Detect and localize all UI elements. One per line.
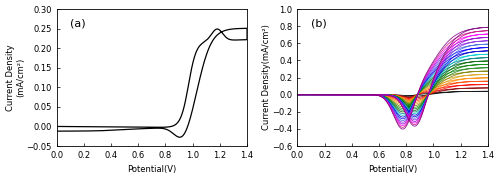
X-axis label: Potential(V): Potential(V): [127, 165, 176, 174]
X-axis label: Potential(V): Potential(V): [368, 165, 418, 174]
Text: (a): (a): [70, 19, 86, 29]
Y-axis label: Current Density
(mA/cm²): Current Density (mA/cm²): [6, 44, 25, 111]
Text: (b): (b): [311, 19, 326, 29]
Y-axis label: Current Density(mA/cm²): Current Density(mA/cm²): [262, 25, 271, 130]
